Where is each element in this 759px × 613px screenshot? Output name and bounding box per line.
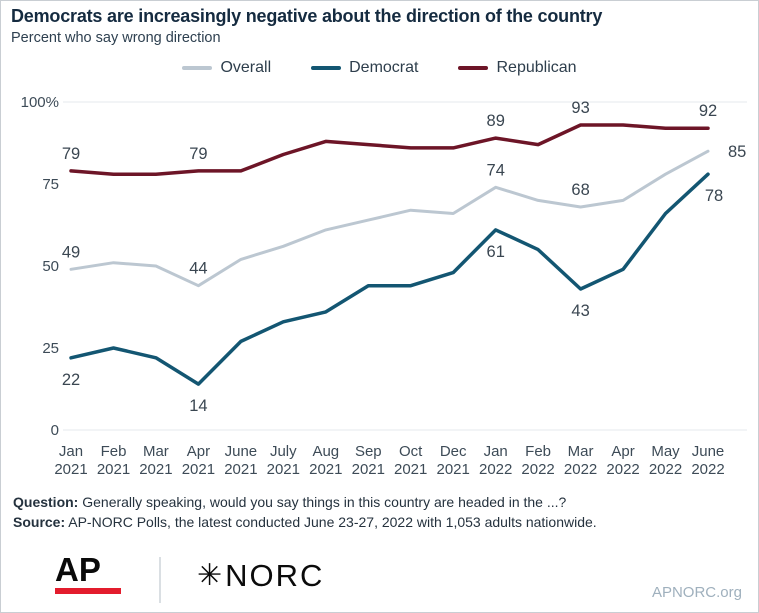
series-line-republican	[69, 123, 710, 176]
data-point-label-overall-apr-2021: 44	[189, 260, 207, 278]
data-point-label-republican-jan-2022: 89	[487, 112, 505, 130]
ap-logo-text: AP	[55, 551, 101, 588]
footnote: Question: Generally speaking, would you …	[13, 492, 597, 532]
x-axis-tick-label: June 2021	[224, 443, 257, 478]
norc-logo-text: NORC	[225, 558, 325, 593]
legend-swatch-overall	[182, 66, 213, 70]
x-axis-tick-label: Apr 2021	[182, 443, 215, 478]
footnote-source-line: Source: AP-NORC Polls, the latest conduc…	[13, 512, 597, 532]
x-axis-tick-label: Sep 2021	[352, 443, 385, 478]
data-point-label-republican-mar-2022: 93	[571, 99, 589, 117]
page-title: Democrats are increasingly negative abou…	[11, 6, 603, 26]
series-line-overall	[69, 149, 710, 288]
y-axis-tick-label: 25	[42, 340, 59, 357]
website-link[interactable]: APNORC.org	[651, 584, 742, 601]
ap-logo: AP	[55, 551, 121, 594]
data-point-label-democrat-jan-2021: 22	[62, 371, 80, 389]
data-point-label-democrat-june-2022: 78	[705, 187, 723, 205]
x-axis-tick-label: Dec 2021	[437, 443, 470, 478]
y-axis-tick-label: 50	[42, 258, 59, 275]
x-axis-tick-label: Mar 2022	[564, 443, 597, 478]
x-axis-tick-label: Jan 2022	[479, 443, 512, 478]
y-axis-tick-label: 75	[42, 176, 59, 193]
source-label: Source:	[13, 514, 66, 530]
legend-item-democrat: Democrat	[311, 59, 418, 77]
data-point-label-overall-june-2022: 85	[728, 143, 746, 161]
x-axis-tick-label: July 2021	[267, 443, 300, 478]
x-axis-tick-label: Mar 2021	[139, 443, 172, 478]
data-point-label-democrat-apr-2021: 14	[189, 397, 207, 415]
footer-logo-divider	[159, 557, 161, 603]
data-point-label-republican-jan-2021: 79	[62, 145, 80, 163]
x-axis-tick-label: Feb 2021	[97, 443, 130, 478]
source-text: AP-NORC Polls, the latest conducted June…	[68, 514, 597, 530]
data-point-label-democrat-jan-2022: 61	[487, 243, 505, 261]
data-point-label-overall-jan-2022: 74	[487, 161, 505, 179]
y-axis-tick-label: 100%	[21, 94, 59, 111]
legend-label-democrat: Democrat	[349, 59, 419, 76]
ap-logo-red-underline	[55, 588, 121, 594]
legend-item-overall: Overall	[182, 59, 271, 77]
data-point-label-democrat-mar-2022: 43	[571, 302, 589, 320]
data-point-label-overall-mar-2022: 68	[571, 181, 589, 199]
data-point-label-republican-apr-2021: 79	[189, 145, 207, 163]
series-line-democrat	[69, 172, 710, 386]
norc-logo: ✳ NORC	[197, 559, 324, 593]
x-axis-tick-label: Aug 2021	[309, 443, 342, 478]
x-axis-tick-label: June 2022	[691, 443, 724, 478]
data-point-label-republican-june-2022: 92	[699, 102, 717, 120]
x-axis-tick-label: May 2022	[649, 443, 682, 478]
legend-item-republican: Republican	[458, 59, 577, 77]
chart-legend: Overall Democrat Republican	[1, 59, 758, 77]
question-label: Question:	[13, 494, 79, 510]
x-axis-tick-label: Jan 2021	[54, 443, 87, 478]
footnote-question-line: Question: Generally speaking, would you …	[13, 492, 597, 512]
chart-subtitle: Percent who say wrong direction	[11, 30, 221, 46]
legend-swatch-democrat	[311, 66, 342, 70]
legend-swatch-republican	[458, 66, 489, 70]
legend-label-republican: Republican	[496, 59, 577, 76]
legend-label-overall: Overall	[220, 59, 272, 76]
x-axis-tick-label: Oct 2021	[394, 443, 427, 478]
x-axis-tick-label: Apr 2022	[606, 443, 639, 478]
y-axis-tick-label: 0	[51, 422, 59, 439]
question-text: Generally speaking, would you say things…	[82, 494, 567, 510]
data-point-label-overall-jan-2021: 49	[62, 243, 80, 261]
x-axis-tick-label: Feb 2022	[521, 443, 554, 478]
norc-star-icon: ✳	[197, 559, 223, 592]
